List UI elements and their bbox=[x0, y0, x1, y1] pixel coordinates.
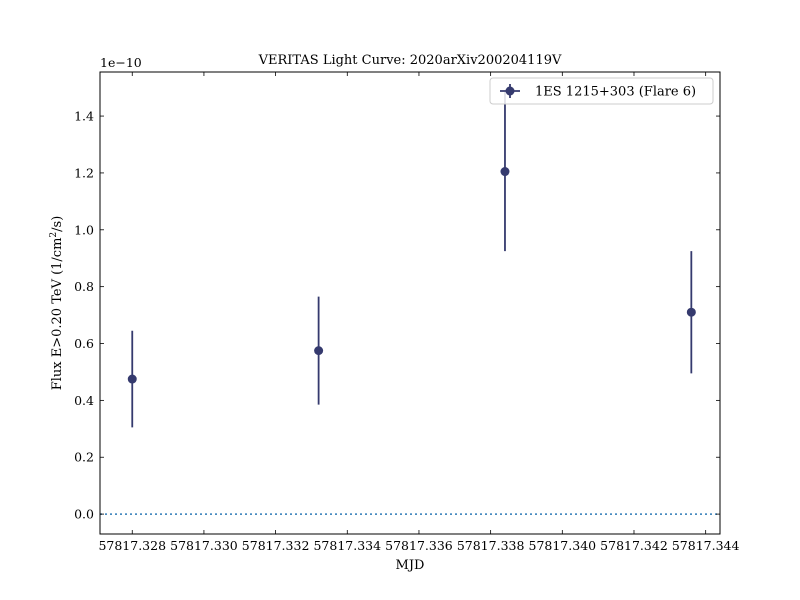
x-tick-label: 57817.336 bbox=[385, 538, 453, 553]
y-tick-label: 0.4 bbox=[74, 393, 94, 408]
y-tick-label: 0.2 bbox=[74, 450, 94, 465]
legend-label: 1ES 1215+303 (Flare 6) bbox=[535, 85, 696, 100]
y-axis-label-main: Flux E>0.20 TeV (1/cm bbox=[50, 238, 65, 391]
legend-box bbox=[489, 77, 714, 105]
legend-marker bbox=[505, 86, 515, 96]
y-tick-label: 0.6 bbox=[74, 336, 94, 351]
y-tick-label: 1.2 bbox=[74, 165, 94, 180]
y-tick-label: 1.0 bbox=[74, 222, 94, 237]
data-point bbox=[314, 346, 324, 356]
x-tick-label: 57817.344 bbox=[672, 538, 740, 553]
x-tick-label: 57817.328 bbox=[98, 538, 166, 553]
data-point bbox=[686, 307, 696, 317]
axes-frame bbox=[99, 71, 721, 535]
x-tick-label: 57817.332 bbox=[242, 538, 310, 553]
legend: 1ES 1215+303 (Flare 6) bbox=[489, 77, 714, 105]
x-tick-label: 57817.334 bbox=[313, 538, 381, 553]
x-tick-label: 57817.330 bbox=[170, 538, 238, 553]
y-axis-label: Flux E>0.20 TeV (1/cm2/s) bbox=[49, 216, 65, 391]
x-tick-label: 57817.342 bbox=[600, 538, 668, 553]
x-axis-label: MJD bbox=[396, 558, 425, 573]
y-axis-label-tail: /s) bbox=[50, 216, 65, 232]
y-tick-label: 0.0 bbox=[74, 507, 94, 522]
data-point bbox=[127, 374, 137, 384]
y-axis-label-sup: 2 bbox=[49, 232, 59, 238]
y-tick-label: 1.4 bbox=[74, 109, 94, 124]
data-point bbox=[500, 167, 510, 177]
plot-area: 57817.328 57817.330 57817.332 57817.334 5781… bbox=[74, 71, 740, 553]
chart-title: VERITAS Light Curve: 2020arXiv200204119V bbox=[258, 53, 562, 68]
x-tick-label: 57817.338 bbox=[457, 538, 525, 553]
y-offset-label: 1e−10 bbox=[100, 55, 142, 70]
x-tick-label: 57817.340 bbox=[529, 538, 597, 553]
y-tick-label: 0.8 bbox=[74, 279, 94, 294]
